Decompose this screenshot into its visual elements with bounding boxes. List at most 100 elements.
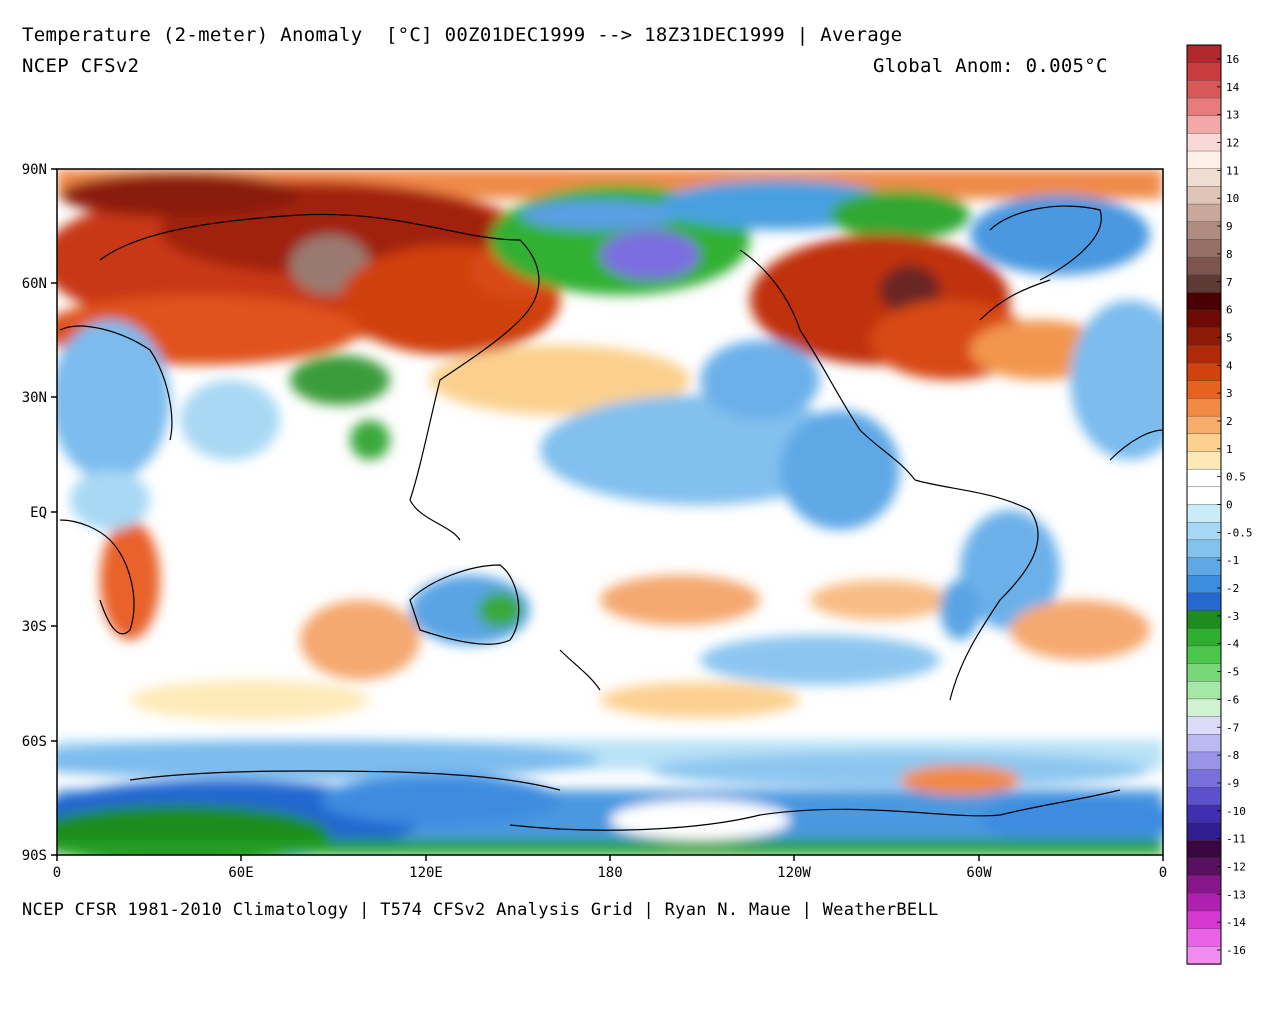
colorbar-label: 8	[1226, 248, 1233, 261]
colorbar-swatch	[1186, 539, 1222, 559]
lat-label: 90N	[22, 162, 47, 178]
colorbar-swatch	[1186, 486, 1222, 506]
colorbar-label: -14	[1226, 916, 1246, 929]
colorbar-swatch	[1186, 928, 1222, 948]
colorbar-swatch	[1186, 716, 1222, 735]
colorbar-swatch	[1186, 875, 1222, 895]
colorbar-label: -1	[1226, 554, 1239, 567]
colorbar-swatch	[1186, 751, 1222, 771]
colorbar-swatch	[1186, 256, 1222, 276]
map-title: Temperature (2-meter) Anomaly [°C] 00Z01…	[22, 24, 903, 46]
colorbar-label: 10	[1226, 192, 1239, 205]
colorbar-label: -8	[1226, 749, 1239, 762]
colorbar-label: -11	[1226, 833, 1246, 846]
colorbar-swatch	[1186, 451, 1222, 470]
global-anomaly: Global Anom: 0.005°C	[873, 55, 1108, 77]
colorbar-label: 5	[1226, 331, 1233, 344]
colorbar-label: -5	[1226, 666, 1239, 679]
colorbar-label: -13	[1226, 888, 1246, 901]
colorbar-label: -16	[1226, 944, 1246, 957]
colorbar-swatch	[1186, 592, 1222, 612]
colorbar-swatch	[1186, 787, 1222, 806]
colorbar-label: -12	[1226, 860, 1246, 873]
colorbar-swatch	[1186, 362, 1222, 382]
model-label: NCEP CFSv2	[22, 55, 140, 77]
lat-label: 90S	[22, 848, 47, 864]
colorbar-swatch	[1186, 203, 1222, 223]
colorbar-swatch	[1186, 115, 1222, 135]
lon-label: 120W	[777, 865, 811, 881]
colorbar-swatch	[1186, 610, 1222, 629]
lat-labels: 90N 60N 30N EQ 30S 60S 90S	[22, 162, 47, 864]
colorbar-swatch	[1186, 274, 1222, 294]
colorbar-swatch	[1186, 574, 1222, 594]
colorbar-swatch	[1186, 80, 1222, 99]
colorbar-swatch	[1186, 557, 1222, 576]
colorbar-swatch	[1186, 97, 1222, 117]
colorbar-swatch	[1186, 327, 1222, 347]
lon-label: 180	[597, 865, 622, 881]
colorbar-label: -10	[1226, 805, 1246, 818]
colorbar-swatch	[1186, 734, 1222, 753]
colorbar-swatch	[1186, 645, 1222, 665]
colorbar-label: 16	[1226, 53, 1239, 66]
colorbar-label: -6	[1226, 693, 1239, 706]
colorbar: 16 14 13 12 11 10 9 8 7 6 5 4 3 2 1 0.5 0 -0.5 -1 -2 -3 -4 -5 -…	[1186, 44, 1253, 965]
colorbar-label: -9	[1226, 777, 1239, 790]
colorbar-label: 6	[1226, 304, 1233, 317]
colorbar-label: -2	[1226, 582, 1239, 595]
map-field	[57, 169, 1163, 855]
colorbar-label: 0	[1226, 499, 1233, 512]
lon-ticks	[56, 855, 1164, 861]
colorbar-swatch	[1186, 504, 1222, 523]
colorbar-swatch	[1186, 345, 1222, 364]
colorbar-label: 1	[1226, 443, 1233, 456]
colorbar-swatch	[1186, 150, 1222, 170]
colorbar-swatch	[1186, 521, 1222, 541]
colorbar-swatch	[1186, 292, 1222, 311]
colorbar-label: 0.5	[1226, 471, 1246, 484]
coastlines	[59, 205, 1163, 831]
colorbar-swatch	[1186, 769, 1222, 788]
colorbar-swatch	[1186, 398, 1222, 417]
colorbar-swatch	[1186, 186, 1222, 205]
colorbar-label: 3	[1226, 387, 1233, 400]
colorbar-swatch	[1186, 221, 1222, 241]
colorbar-swatch	[1186, 840, 1222, 859]
colorbar-swatch	[1186, 44, 1222, 64]
colorbar-swatch	[1186, 681, 1222, 700]
colorbar-swatch	[1186, 822, 1222, 841]
colorbar-swatch	[1186, 628, 1222, 647]
lon-label: 60E	[228, 865, 253, 881]
lon-label: 120E	[409, 865, 443, 881]
colorbar-swatch	[1186, 380, 1222, 400]
colorbar-label: 7	[1226, 276, 1233, 289]
colorbar-label: 14	[1226, 81, 1240, 94]
lat-label: 60N	[22, 276, 47, 292]
colorbar-label: 2	[1226, 415, 1233, 428]
colorbar-label: -0.5	[1226, 526, 1253, 539]
lat-label: 60S	[22, 734, 47, 750]
colorbar-swatch	[1186, 468, 1222, 488]
colorbar-swatch	[1186, 804, 1222, 824]
colorbar-swatch	[1186, 893, 1222, 912]
lat-label: EQ	[30, 505, 47, 521]
lat-label: 30N	[22, 390, 47, 406]
colorbar-label: -7	[1226, 721, 1239, 734]
colorbar-label: -3	[1226, 610, 1239, 623]
colorbar-swatch	[1186, 168, 1222, 188]
credit-footer: NCEP CFSR 1981-2010 Climatology | T574 C…	[22, 900, 939, 920]
colorbar-label: 4	[1226, 359, 1233, 372]
lat-label: 30S	[22, 619, 47, 635]
colorbar-swatch	[1186, 62, 1222, 82]
lat-ticks	[51, 168, 57, 856]
colorbar-label: 12	[1226, 137, 1239, 150]
lon-label: 60W	[966, 865, 992, 881]
colorbar-swatch	[1186, 910, 1222, 930]
lon-label: 0	[1159, 865, 1167, 881]
colorbar-label: 13	[1226, 109, 1239, 122]
colorbar-swatch	[1186, 239, 1222, 258]
colorbar-swatch	[1186, 857, 1222, 877]
colorbar-swatch	[1186, 415, 1222, 435]
colorbar-swatch	[1186, 663, 1222, 682]
